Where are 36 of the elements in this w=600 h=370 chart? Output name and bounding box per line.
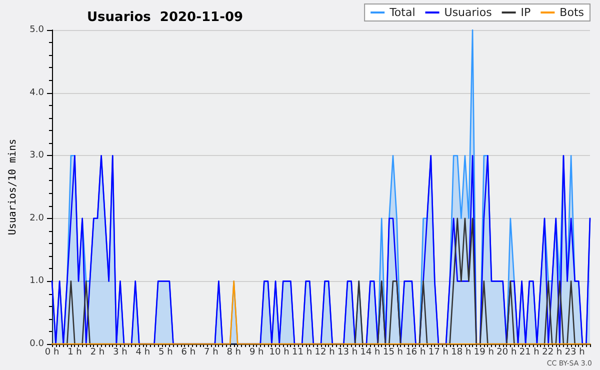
- chart-title: Usuarios 2020-11-09: [87, 10, 244, 25]
- x-tick-label: 9 h: [249, 348, 264, 358]
- x-tick-label: 21 h: [519, 348, 540, 358]
- x-tick-label: 5 h: [158, 348, 173, 358]
- y-tick-label: 0.0: [30, 339, 44, 349]
- x-tick-label: 7 h: [204, 348, 218, 358]
- x-tick-label: 16 h: [406, 348, 426, 358]
- y-axis-title: Usuarios/10 mins: [8, 138, 18, 236]
- x-tick-label: 2 h: [90, 348, 105, 358]
- x-tick-label: 4 h: [136, 348, 150, 358]
- y-tick-label: 4.0: [30, 88, 44, 98]
- x-tick-label: 17 h: [428, 348, 448, 358]
- x-tick-label: 3 h: [113, 348, 128, 358]
- y-tick-label: 1.0: [30, 276, 44, 286]
- x-tick-label: 18 h: [451, 348, 472, 358]
- x-tick-label: 22 h: [542, 348, 562, 358]
- y-tick-label: 5.0: [30, 25, 44, 35]
- x-tick-label: 12 h: [314, 348, 335, 358]
- x-tick-label: 15 h: [382, 348, 403, 358]
- x-tick-label: 14 h: [360, 348, 380, 358]
- x-tick-label: 10 h: [269, 348, 290, 358]
- y-tick-label: 3.0: [30, 150, 44, 161]
- legend-label: Total: [388, 6, 416, 19]
- y-tick-label: 2.0: [30, 213, 44, 224]
- x-tick-label: 0 h: [44, 348, 60, 358]
- x-tick-label: 23 h: [564, 348, 585, 358]
- legend-label: IP: [520, 6, 532, 19]
- x-tick-label: 19 h: [474, 348, 494, 358]
- legend-label: Bots: [560, 6, 584, 19]
- x-tick-label: 6 h: [181, 348, 196, 358]
- legend-label: Usuarios: [444, 6, 492, 19]
- x-tick-label: 20 h: [496, 348, 517, 358]
- x-tick-label: 13 h: [338, 348, 358, 358]
- x-tick-label: 11 h: [292, 348, 312, 358]
- x-tick-label: 8 h: [226, 348, 242, 358]
- x-tick-label: 1 h: [68, 348, 82, 358]
